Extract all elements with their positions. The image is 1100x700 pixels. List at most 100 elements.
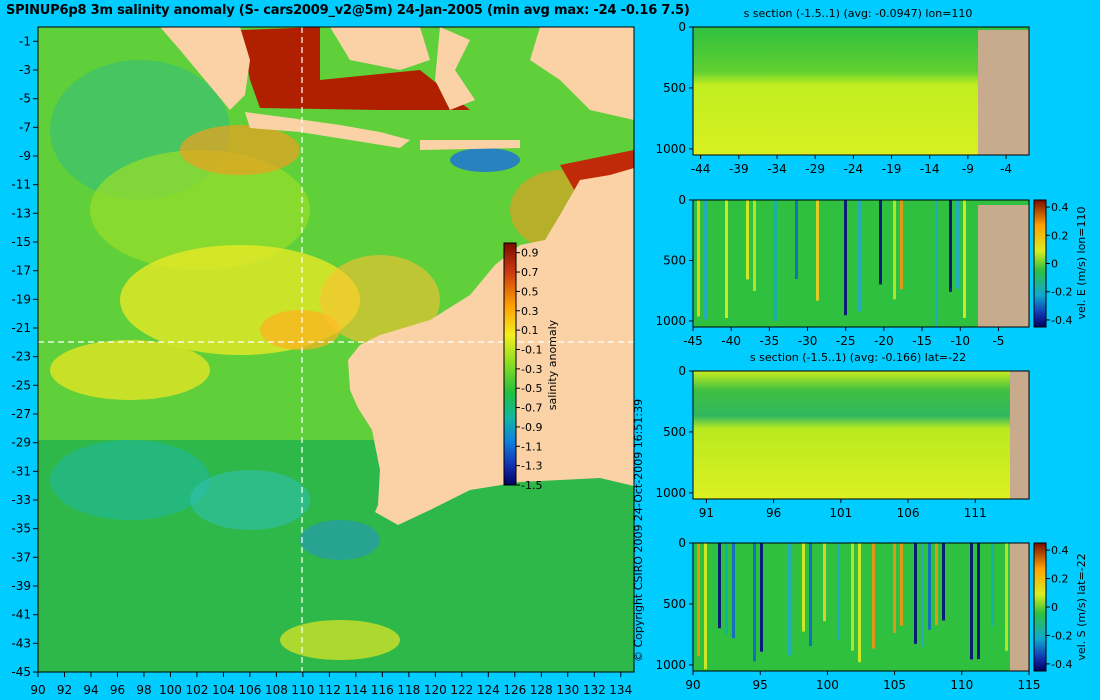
tick-label: -15	[912, 334, 932, 348]
tick-label: 118	[397, 683, 420, 697]
section-title: s section (-1.5..1) (avg: -0.0947) lon=1…	[744, 7, 973, 20]
velocity-stripe	[753, 200, 756, 291]
tick-label: -19	[11, 292, 31, 306]
velocity-stripe	[725, 543, 728, 635]
tick-label: 115	[1018, 678, 1041, 692]
map-y-axis: -1 -3 -5 -7 -9 -11 -13 -15 -17 -19 -21 -23 -25 -27 -29…	[11, 34, 38, 679]
section-velocity-stripes	[697, 543, 1008, 670]
velocity-stripe	[893, 200, 896, 300]
tick-label: -25	[836, 334, 856, 348]
tick-label: -39	[729, 162, 749, 176]
map-colorbar-ticks: 0.9 0.7 0.5 0.3 0.1 -0.1 -0.3 -0.5 -0.7 -0.9 -1.1 -…	[516, 247, 542, 492]
map-salty-patch	[50, 340, 210, 400]
tick-label: -45	[11, 665, 31, 679]
map-x-axis: 90 92 94 96 98 100 102 104 106 108 110 112 114 116 118…	[30, 672, 632, 697]
tick-label: 104	[212, 683, 235, 697]
tick-label: -31	[11, 464, 31, 478]
tick-label: -35	[11, 522, 31, 536]
tick-label: -39	[11, 579, 31, 593]
section-panel-s-lat-22: s section (-1.5..1) (avg: -0.166) lat=-2…	[655, 351, 1030, 520]
tick-label: 0.4	[1051, 201, 1069, 214]
tick-label: -0.1	[521, 343, 542, 356]
map-fresh-patch	[90, 150, 310, 270]
tick-label: 122	[450, 683, 473, 697]
section-y-axis: 0 500 1000	[655, 20, 693, 156]
velocity-stripe	[697, 200, 700, 317]
tick-label: -29	[11, 436, 31, 450]
section-colorbar-label: vel. S (m/s) lat=-22	[1075, 553, 1088, 660]
velocity-stripe	[949, 200, 952, 292]
velocity-stripe	[872, 543, 875, 649]
velocity-stripe	[788, 543, 791, 656]
tick-label: 124	[477, 683, 500, 697]
velocity-stripe	[823, 543, 826, 622]
tick-label: -30	[798, 334, 818, 348]
tick-label: -0.5	[521, 382, 542, 395]
velocity-stripe	[879, 200, 882, 285]
tick-label: -14	[920, 162, 940, 176]
tick-label: -9	[19, 149, 31, 163]
map-salty-patch	[260, 310, 340, 350]
chart-title: SPINUP6p8 3m salinity anomaly (S- cars20…	[6, 3, 690, 18]
map-fresh-patch	[190, 470, 310, 530]
section-velocity-stripes	[697, 200, 966, 327]
section-colorbar	[1033, 542, 1047, 672]
tick-label: 100	[159, 683, 182, 697]
tick-label: -0.4	[1051, 314, 1072, 327]
tick-label: 98	[136, 683, 151, 697]
section-colorbar	[1033, 199, 1047, 328]
tick-label: -45	[683, 334, 703, 348]
tick-label: 120	[424, 683, 447, 697]
tick-label: -5	[992, 334, 1004, 348]
tick-label: -0.3	[521, 363, 542, 376]
tick-label: 102	[185, 683, 208, 697]
tick-label: 101	[829, 506, 852, 520]
tick-label: 0	[678, 193, 686, 207]
velocity-stripe	[935, 543, 938, 626]
section-land	[1010, 371, 1029, 499]
tick-label: 0	[678, 536, 686, 550]
tick-label: -0.2	[1051, 286, 1072, 299]
map-colorbar-label: salinity anomaly	[546, 319, 559, 410]
tick-label: 1000	[655, 142, 686, 156]
velocity-stripe	[893, 543, 896, 633]
map-land-borneo	[330, 27, 430, 70]
map-salty-patch	[180, 125, 300, 175]
tick-label: 126	[503, 683, 526, 697]
section-y-axis: 0 500 1000	[655, 193, 693, 328]
tick-label: 110	[291, 683, 314, 697]
tick-label: 91	[699, 506, 714, 520]
velocity-stripe	[760, 543, 763, 652]
tick-label: 0	[1051, 258, 1058, 271]
section-field	[693, 371, 1029, 499]
tick-label: 0	[678, 364, 686, 378]
tick-label: -34	[767, 162, 787, 176]
map-panel: 90 92 94 96 98 100 102 104 106 108 110 112 114 116 118…	[11, 26, 635, 697]
tick-label: -20	[874, 334, 894, 348]
map-land-sulawesi	[435, 27, 475, 110]
velocity-stripe	[795, 200, 798, 280]
copyright-note: © Copyright CSIRO 2009 24-Oct-2009 16:51…	[632, 398, 645, 662]
tick-label: -0.4	[1051, 658, 1072, 671]
velocity-stripe	[774, 200, 777, 321]
velocity-stripe	[963, 200, 966, 318]
tick-label: -37	[11, 550, 31, 564]
section-colorbar-ticks: 0.4 0.2 0 -0.2 -0.4	[1046, 544, 1072, 671]
section-frame	[692, 542, 1030, 672]
map-colorbar	[503, 242, 517, 486]
tick-label: 0.3	[521, 305, 539, 318]
section-panel-s-lon110: s section (-1.5..1) (avg: -0.0947) lon=1…	[655, 7, 1030, 176]
tick-label: 0	[1051, 601, 1058, 614]
velocity-stripe	[851, 543, 854, 651]
tick-label: -0.2	[1051, 629, 1072, 642]
tick-label: -1.3	[521, 460, 542, 473]
tick-label: 0.1	[521, 324, 539, 337]
velocity-stripe	[725, 200, 728, 319]
tick-label: 0.4	[1051, 544, 1069, 557]
tick-label: -1.1	[521, 440, 542, 453]
velocity-stripe	[746, 200, 749, 280]
tick-label: 116	[371, 683, 394, 697]
tick-label: 112	[318, 683, 341, 697]
tick-label: 111	[964, 506, 987, 520]
